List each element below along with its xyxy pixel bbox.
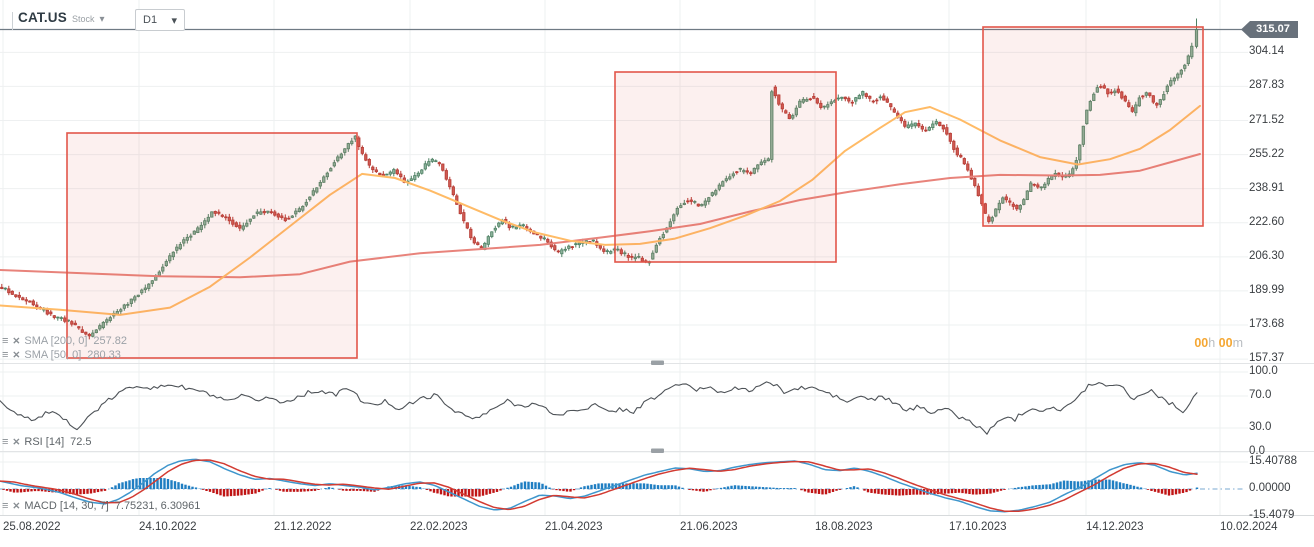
price-axis-label: 157.37 — [1249, 352, 1285, 365]
panel-resize-handle[interactable] — [651, 360, 664, 366]
price-axis-label: 222.60 — [1249, 215, 1285, 228]
macd-value: 7.75231, 6.30961 — [114, 500, 201, 512]
date-axis-label: 24.10.2022 — [139, 521, 197, 533]
price-axis-label: 189.99 — [1249, 283, 1285, 296]
last-price-badge: 315.07 — [1241, 21, 1298, 38]
date-axis-label: 21.04.2023 — [545, 521, 603, 533]
symbol-dropdown-caret-icon[interactable]: ▾ — [99, 14, 105, 25]
price-axis-label: 287.83 — [1249, 79, 1285, 92]
symbol-name[interactable]: CAT.US — [18, 10, 67, 25]
sma50-label: SMA [50, 0] — [24, 349, 82, 361]
rsi-legend-row: ≡ ✕ RSI [14] 72.5 — [2, 436, 92, 448]
symbol-market-label: Stock — [71, 14, 95, 24]
price-axis-label: 304.14 — [1249, 45, 1285, 58]
price-axis-label: 255.22 — [1249, 147, 1285, 160]
chart-header: CAT.US Stock ▾ — [18, 10, 105, 25]
macd-label: MACD [14, 30, 7] — [24, 500, 109, 512]
drawn-rectangle-annotation[interactable] — [982, 26, 1204, 227]
date-axis-label: 22.02.2023 — [410, 521, 468, 533]
macd-axis-label: -15.4079 — [1249, 508, 1295, 521]
date-axis-label: 25.08.2022 — [3, 521, 61, 533]
pane-edge-marker — [12, 12, 13, 30]
indicator-settings-icon[interactable]: ≡ — [2, 499, 9, 512]
indicator-settings-icon[interactable]: ≡ — [2, 435, 9, 448]
drawn-rectangle-annotation[interactable] — [66, 132, 358, 359]
countdown-minutes-unit: m — [1232, 336, 1243, 350]
date-axis-label: 21.12.2022 — [274, 521, 332, 533]
candle-countdown-timer: 00h 00m — [1140, 336, 1243, 350]
sma50-legend-row: ≡ ✕ SMA [50, 0] 280.33 — [2, 349, 121, 361]
indicator-remove-icon[interactable]: ✕ — [12, 349, 21, 361]
candles-layer[interactable] — [0, 18, 1199, 340]
indicator-settings-icon[interactable]: ≡ — [2, 334, 9, 347]
countdown-hours-unit: h — [1208, 336, 1216, 350]
sma-200-line[interactable] — [0, 153, 1201, 279]
timeframe-caret-icon: ▾ — [171, 14, 177, 27]
date-axis-label: 18.08.2023 — [815, 521, 873, 533]
timeframe-value: D1 — [143, 14, 158, 26]
price-axis-label: 206.30 — [1249, 249, 1285, 262]
date-axis-label: 21.06.2023 — [680, 521, 738, 533]
indicator-remove-icon[interactable]: ✕ — [12, 436, 21, 448]
countdown-minutes: 00 — [1218, 336, 1233, 350]
date-axis-label: 17.10.2023 — [949, 521, 1007, 533]
price-axis-label: 271.52 — [1249, 113, 1285, 126]
date-axis-label: 10.02.2024 — [1220, 521, 1278, 533]
rsi-axis-label: 70.0 — [1249, 389, 1272, 401]
sma-50-line[interactable] — [0, 104, 1201, 316]
macd-axis-label: 0.00000 — [1249, 482, 1291, 494]
rsi-axis-label: 30.0 — [1249, 421, 1272, 433]
macd-axis-label: 15.40788 — [1249, 455, 1297, 467]
rsi-axis-label: 100.0 — [1249, 365, 1278, 377]
sma200-value: 257.82 — [93, 335, 128, 347]
sma200-label: SMA [200, 0] — [24, 335, 88, 347]
date-axis-label: 14.12.2023 — [1086, 521, 1144, 533]
rsi-value: 72.5 — [70, 436, 92, 448]
indicator-settings-icon[interactable]: ≡ — [2, 348, 9, 361]
indicator-remove-icon[interactable]: ✕ — [12, 500, 21, 512]
macd-layer[interactable] — [0, 458, 1245, 513]
price-axis-label: 173.68 — [1249, 318, 1285, 330]
rsi-axis-label: 0.0 — [1249, 445, 1265, 457]
macd-legend-row: ≡ ✕ MACD [14, 30, 7] 7.75231, 6.30961 — [2, 500, 200, 512]
rsi-label: RSI [14] — [24, 436, 65, 448]
countdown-hours: 00 — [1194, 336, 1209, 350]
panel-resize-handle[interactable] — [651, 448, 664, 454]
timeframe-dropdown[interactable]: D1 ▾ — [135, 9, 185, 31]
drawn-rectangle-annotation[interactable] — [614, 71, 837, 263]
rsi-line[interactable] — [0, 381, 1198, 435]
sma50-value: 280.33 — [87, 349, 121, 361]
sma200-legend-row: ≡ ✕ SMA [200, 0] 257.82 — [2, 335, 127, 347]
indicator-remove-icon[interactable]: ✕ — [12, 335, 21, 347]
price-axis-label: 238.91 — [1249, 181, 1285, 194]
macd-signal-line[interactable] — [0, 459, 1198, 513]
